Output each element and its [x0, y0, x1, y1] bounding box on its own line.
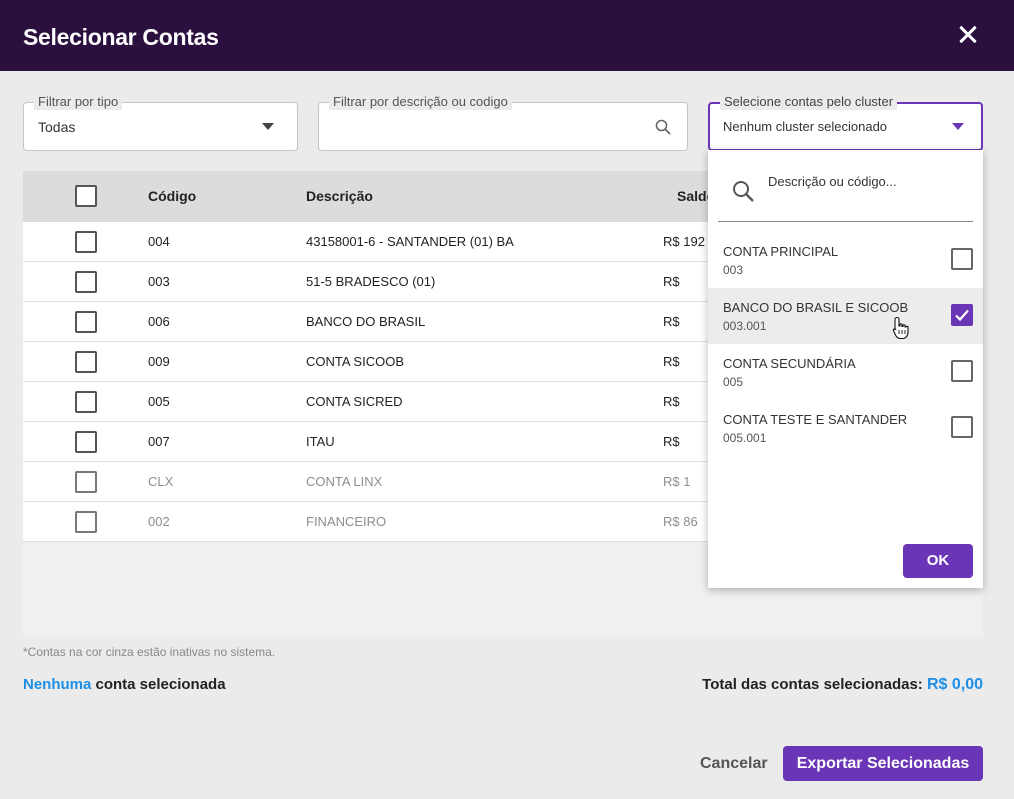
row-saldo: R$	[663, 394, 680, 409]
row-checkbox[interactable]	[75, 471, 97, 493]
row-saldo: R$	[663, 314, 680, 329]
table-row[interactable]: 003 51-5 BRADESCO (01) R$	[23, 262, 983, 302]
row-saldo: R$	[663, 354, 680, 369]
cluster-option-code: 003.001	[723, 319, 767, 333]
cluster-option-name: BANCO DO BRASIL E SICOOB	[723, 300, 909, 315]
row-codigo: 009	[148, 354, 170, 369]
cluster-option[interactable]: CONTA SECUNDÁRIA 005	[708, 344, 983, 400]
row-codigo: 002	[148, 514, 170, 529]
caret-down-icon	[952, 123, 964, 130]
header-saldo[interactable]: Saldo	[677, 188, 716, 204]
row-checkbox[interactable]	[75, 351, 97, 373]
row-descricao: CONTA SICOOB	[306, 354, 404, 369]
row-codigo: CLX	[148, 474, 174, 489]
row-descricao: ITAU	[306, 434, 335, 449]
cluster-option-name: CONTA TESTE E SANTANDER	[723, 412, 908, 427]
table-row[interactable]: CLX CONTA LINX R$ 1	[23, 462, 983, 502]
ok-button[interactable]: OK	[903, 544, 973, 578]
row-codigo: 004	[148, 234, 170, 249]
row-descricao: 43158001-6 - SANTANDER (01) BA	[306, 234, 514, 249]
dialog-header: Selecionar Contas	[0, 0, 1014, 71]
cluster-option-checkbox[interactable]	[951, 304, 973, 326]
selected-count-text: conta selecionada	[91, 676, 226, 693]
selected-count: Nenhuma conta selecionada	[23, 676, 226, 693]
cluster-option[interactable]: CONTA PRINCIPAL 003	[708, 232, 983, 288]
cancel-button[interactable]: Cancelar	[700, 755, 768, 772]
row-checkbox[interactable]	[75, 271, 97, 293]
selected-total: Total das contas selecionadas: R$ 0,00	[702, 676, 983, 694]
table-row[interactable]: 002 FINANCEIRO R$ 86	[23, 502, 983, 542]
cluster-select-label: Selecione contas pelo cluster	[720, 94, 898, 110]
filter-type-select[interactable]: Filtrar por tipo Todas	[23, 94, 298, 151]
row-checkbox[interactable]	[75, 431, 97, 453]
cluster-search-input[interactable]: Descrição ou código...	[718, 160, 973, 222]
header-descricao[interactable]: Descrição	[306, 188, 373, 204]
cluster-option-name: CONTA PRINCIPAL	[723, 244, 839, 259]
filter-description-input[interactable]: Filtrar por descrição ou codigo	[318, 94, 688, 151]
cluster-select-value: Nenhum cluster selecionado	[723, 119, 888, 134]
search-icon[interactable]	[655, 119, 671, 135]
filter-type-value: Todas	[38, 119, 76, 135]
row-saldo: R$ 1	[663, 474, 691, 489]
check-icon	[955, 309, 969, 322]
row-saldo: R$	[663, 434, 680, 449]
cluster-option-code: 003	[723, 263, 744, 277]
cluster-option[interactable]: BANCO DO BRASIL E SICOOB 003.001	[708, 288, 983, 344]
hand-cursor-icon	[892, 316, 909, 340]
row-codigo: 005	[148, 394, 170, 409]
row-checkbox[interactable]	[75, 311, 97, 333]
cluster-option-code: 005.001	[723, 431, 767, 445]
cluster-option-checkbox[interactable]	[951, 416, 973, 438]
select-all-checkbox[interactable]	[75, 185, 97, 207]
row-descricao: CONTA SICRED	[306, 394, 403, 409]
export-selected-button[interactable]: Exportar Selecionadas	[783, 746, 983, 781]
header-codigo[interactable]: Código	[148, 188, 197, 204]
row-saldo: R$ 86	[663, 514, 698, 529]
cluster-option-checkbox[interactable]	[951, 248, 973, 270]
cluster-dropdown: Descrição ou código... CONTA PRINCIPAL 00…	[708, 150, 983, 588]
cluster-option-name: CONTA SECUNDÁRIA	[723, 356, 856, 371]
cluster-option-code: 005	[723, 375, 744, 389]
row-saldo: R$ 192	[663, 234, 705, 249]
row-checkbox[interactable]	[75, 511, 97, 533]
row-codigo: 006	[148, 314, 170, 329]
table-row[interactable]: 009 CONTA SICOOB R$	[23, 342, 983, 382]
row-descricao: CONTA LINX	[306, 474, 383, 489]
filter-type-label: Filtrar por tipo	[34, 94, 123, 110]
table-row[interactable]: 004 43158001-6 - SANTANDER (01) BA R$ 192	[23, 222, 983, 262]
cluster-search-placeholder: Descrição ou código...	[768, 174, 897, 189]
row-checkbox[interactable]	[75, 231, 97, 253]
row-descricao: 51-5 BRADESCO (01)	[306, 274, 436, 289]
row-descricao: FINANCEIRO	[306, 514, 387, 529]
close-icon[interactable]	[953, 20, 983, 50]
filter-description-label: Filtrar por descrição ou codigo	[329, 94, 512, 110]
selected-count-value: Nenhuma	[23, 676, 92, 693]
selected-total-label: Total das contas selecionadas:	[702, 676, 927, 693]
search-icon	[733, 181, 754, 202]
row-codigo: 007	[148, 434, 170, 449]
row-checkbox[interactable]	[75, 391, 97, 413]
table-row[interactable]: 005 CONTA SICRED R$	[23, 382, 983, 422]
row-codigo: 003	[148, 274, 170, 289]
cluster-select[interactable]: Selecione contas pelo cluster Nenhum clu…	[708, 94, 983, 151]
row-descricao: BANCO DO BRASIL	[306, 314, 426, 329]
selected-total-value: R$ 0,00	[926, 676, 983, 693]
dialog-title: Selecionar Contas	[23, 24, 219, 50]
inactive-note: *Contas na cor cinza estão inativas no s…	[23, 645, 276, 659]
table-row[interactable]: 007 ITAU R$	[23, 422, 983, 462]
caret-down-icon	[262, 123, 274, 130]
table-row[interactable]: 006 BANCO DO BRASIL R$	[23, 302, 983, 342]
row-saldo: R$	[663, 274, 680, 289]
cluster-option[interactable]: CONTA TESTE E SANTANDER 005.001	[708, 400, 983, 456]
cluster-option-checkbox[interactable]	[951, 360, 973, 382]
